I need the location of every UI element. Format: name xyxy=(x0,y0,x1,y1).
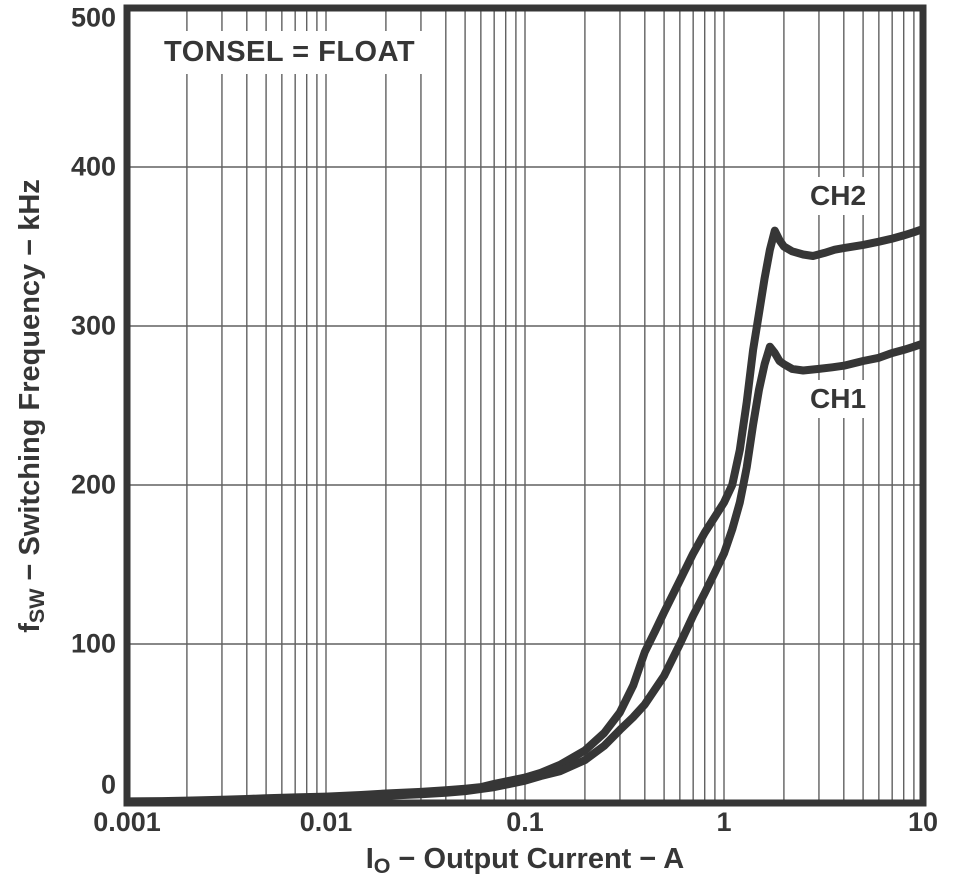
x-axis-title: IO − Output Current − A xyxy=(127,843,923,878)
curve-ch1 xyxy=(126,339,925,807)
x-tick-label-0.001: 0.001 xyxy=(93,807,161,837)
x-axis-symbol-subscript: O xyxy=(373,853,391,878)
x-tick-label-0.1: 0.1 xyxy=(506,807,544,837)
y-tick-label-400: 400 xyxy=(70,151,116,182)
plot-annotation: TONSEL = FLOAT xyxy=(148,31,432,74)
x-axis-title-text: − Output Current − A xyxy=(390,843,685,875)
y-tick-label-100: 100 xyxy=(70,628,116,659)
series-label-ch2: CH2 xyxy=(801,177,876,215)
y-axis-title: fSW − Switching Frequency − kHz xyxy=(14,179,49,633)
x-tick-label-1: 1 xyxy=(716,807,732,837)
y-tick-label-0: 0 xyxy=(100,769,116,800)
y-tick-label-200: 200 xyxy=(70,469,116,500)
y-axis-symbol-subscript: SW xyxy=(24,588,49,624)
y-tick-label-500: 500 xyxy=(70,2,116,33)
x-tick-label-0.01: 0.01 xyxy=(299,807,353,837)
plot-border xyxy=(123,4,927,807)
x-tick-label-10: 10 xyxy=(907,807,939,837)
x-axis-symbol: I xyxy=(365,843,374,875)
y-axis-symbol: f xyxy=(14,623,47,633)
series-label-ch1: CH1 xyxy=(801,380,876,418)
y-axis-title-text: − Switching Frequency − kHz xyxy=(14,179,47,589)
y-tick-label-300: 300 xyxy=(70,310,116,341)
